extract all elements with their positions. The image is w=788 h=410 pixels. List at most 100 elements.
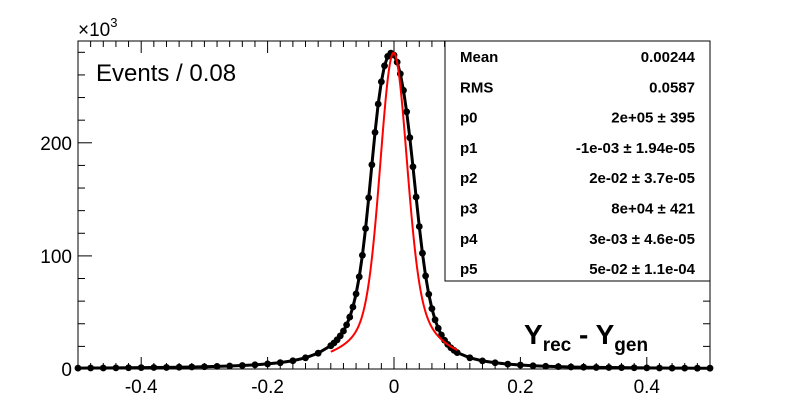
data-point [251,361,259,369]
y-tick-label: 100 [40,247,72,268]
data-point [643,364,651,372]
data-point [592,364,600,371]
stats-box [444,40,711,282]
x-label-sub1: rec [543,335,572,356]
data-point [693,364,701,372]
y-tick-label: 0 [61,360,72,381]
data-point [422,272,429,280]
data-point [74,364,82,372]
stats-label: p3 [460,201,478,218]
x-tick-label: -0.4 [125,377,158,398]
x-tick-label: 0 [389,377,400,398]
data-point [125,364,132,372]
stats-label: RMS [460,79,493,96]
data-point [188,363,196,371]
stats-value: 0.00244 [641,49,696,66]
data-point [453,349,461,356]
data-point [605,364,613,371]
data-point [374,100,382,108]
data-point [336,332,344,340]
x-tick-label: 0.2 [507,377,533,398]
data-point [175,363,183,371]
data-point [238,362,246,369]
data-point [431,316,439,324]
stats-value: 5e-02 ± 1.1e-04 [589,261,695,278]
stats-value: 2e+05 ± 395 [611,110,695,127]
x-axis-label: Yrec - Ygen [524,319,648,356]
data-point [355,273,363,281]
data-point [517,361,524,369]
data-point [428,305,436,313]
stats-label: p1 [460,140,478,157]
data-point [264,360,271,368]
data-point [289,357,297,365]
data-point [434,324,442,332]
stats-label: p4 [460,231,478,248]
data-point [201,363,208,371]
data-point [362,225,369,232]
data-point [491,359,499,367]
data-point [381,62,388,70]
x-tick-label: 0.4 [634,377,661,398]
data-point [112,364,120,372]
data-point [226,362,234,370]
stats-label: Mean [460,49,498,66]
data-point [99,364,107,372]
x-label-separator: - [571,319,595,350]
data-point [554,363,562,371]
data-point [425,290,433,298]
data-point [150,364,158,371]
data-point [365,194,373,202]
x-tick-label: -0.2 [251,377,284,398]
data-point [415,223,423,230]
data-point [668,364,676,372]
x-label-var1: Y [524,319,543,350]
data-point [504,360,512,368]
data-point [567,363,575,371]
y-tick-label: 200 [40,134,72,155]
data-point [87,364,95,372]
data-point [681,364,689,372]
x-tick-labels: -0.4 -0.2 0 0.2 0.4 [125,377,661,398]
data-point [377,78,385,86]
data-point [419,249,426,257]
stats-value: 8e+04 ± 421 [611,201,695,218]
stats-label: p5 [460,261,478,278]
data-point [466,354,474,362]
data-point [368,161,376,169]
y-multiplier: ×103 [78,15,117,41]
fit-curve [330,51,458,353]
data-point [656,364,663,372]
data-point [403,108,411,116]
x-label-sub2: gen [614,335,648,356]
stats-value: 2e-02 ± 3.7e-05 [589,170,695,187]
data-points [74,49,714,372]
data-point [340,327,347,335]
y-multiplier-exponent: 3 [110,15,117,30]
y-tick-labels: 0 100 200 [40,134,72,381]
data-point [346,313,354,321]
data-point [359,251,366,259]
data-point [343,321,350,329]
data-point [349,303,357,311]
stats-value: -1e-03 ± 1.94e-05 [576,140,695,157]
data-point [618,364,625,372]
y-axis-label: Events / 0.08 [96,60,236,87]
data-point [529,362,537,370]
data-point [706,364,714,372]
data-point [580,363,587,371]
data-point [302,354,309,362]
data-point [406,134,414,142]
data-point [137,364,145,372]
data-point [276,359,284,367]
data-point [409,163,417,171]
x-label-var2: Y [596,319,615,350]
data-point [412,193,420,201]
data-point [630,364,638,372]
y-multiplier-prefix: ×10 [78,20,110,41]
data-point [213,362,221,370]
stats-label: p2 [460,170,478,187]
data-point [314,349,322,357]
stats-value: 0.0587 [649,79,695,96]
